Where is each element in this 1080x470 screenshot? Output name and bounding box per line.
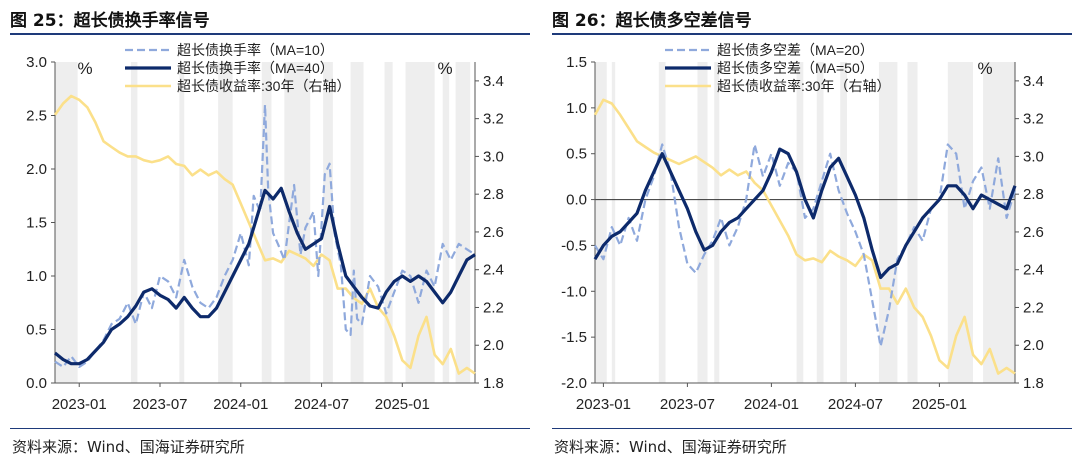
x-tick-label: 2025-01 xyxy=(912,396,967,413)
turnover-signal-chart: 0.0 0.5 1.0 1.5 2.0 2.5 3.0 1.8 2.0 2.2 2.4 2.6 2.8 3… xyxy=(26,42,504,413)
y2-tick-label: 3.4 xyxy=(1023,73,1044,90)
ma-long-line xyxy=(593,147,1017,280)
shaded-band xyxy=(697,62,708,383)
x-tick-label: 2023-07 xyxy=(132,396,187,413)
y-tick-label: 0.0 xyxy=(566,192,587,209)
x-tick-label: 2025-01 xyxy=(375,396,430,413)
y2-tick-label: 2.0 xyxy=(483,337,504,354)
legend: 超长债换手率（MA=10） 超长债换手率（MA=40） 超长债收益率:30年（右轴） xyxy=(125,42,350,94)
y-tick-label: 2.0 xyxy=(26,161,47,178)
shaded-band xyxy=(323,62,333,383)
y-tick-label: 1.0 xyxy=(566,100,587,117)
shaded-band xyxy=(179,62,185,383)
shaded-band xyxy=(878,62,898,383)
shaded-band xyxy=(130,62,138,383)
y-tick-label: 1.5 xyxy=(26,215,47,232)
y-tick-label: -1.0 xyxy=(561,283,587,300)
long-short-signal-chart: -2.0 -1.5 -1.0 -0.5 0.0 0.5 1.0 1.5 1.8 2.0 2.2 2.4… xyxy=(561,42,1044,413)
shaded-band xyxy=(840,62,847,383)
legend-label: 超长债多空差（MA=20） xyxy=(717,42,874,58)
shaded-band xyxy=(55,62,78,383)
ma-short-line xyxy=(594,143,1017,348)
y2-tick-label: 1.8 xyxy=(483,375,504,392)
y2-tick-label: 2.4 xyxy=(1023,262,1044,279)
shaded-band xyxy=(907,62,918,383)
right-unit-label: % xyxy=(977,59,992,78)
title-rule xyxy=(552,33,1072,35)
shaded-band xyxy=(595,62,607,383)
ma-short-line xyxy=(54,103,476,368)
y2-tick-label: 3.2 xyxy=(1023,111,1044,128)
legend: 超长债多空差（MA=20） 超长债多空差（MA=50） 超长债收益率:30年（右轴） xyxy=(665,42,890,94)
y-tick-label: 0.5 xyxy=(26,322,47,339)
y-tick-label: 0.5 xyxy=(566,146,587,163)
y2-tick-label: 1.8 xyxy=(1023,375,1044,392)
source-note: 资料来源：Wind、国海证券研究所 xyxy=(12,438,245,456)
shaded-band xyxy=(816,62,824,383)
y2-tick-label: 2.8 xyxy=(1023,186,1044,203)
shaded-band xyxy=(455,62,471,383)
shaded-band xyxy=(714,62,720,383)
shaded-band xyxy=(611,62,616,383)
shaded-band xyxy=(384,62,393,383)
left-unit-label: % xyxy=(77,59,92,78)
y2-tick-label: 3.0 xyxy=(483,148,504,165)
y2-tick-label: 3.4 xyxy=(483,73,504,90)
y-tick-label: -2.0 xyxy=(561,375,587,392)
shaded-band xyxy=(261,62,272,383)
y2-tick-label: 2.6 xyxy=(483,224,504,241)
y-tick-label: -1.5 xyxy=(561,329,587,346)
y2-tick-label: 2.2 xyxy=(483,299,504,316)
x-tick-label: 2024-01 xyxy=(744,396,799,413)
shaded-band xyxy=(983,62,1015,383)
shaded-band xyxy=(350,62,364,383)
legend-label: 超长债收益率:30年（右轴） xyxy=(717,78,890,94)
y-tick-label: 0.0 xyxy=(26,375,47,392)
source-rule xyxy=(552,428,1072,429)
shaded-band xyxy=(796,62,804,383)
y2-tick-label: 2.0 xyxy=(1023,337,1044,354)
y-tick-label: -0.5 xyxy=(561,237,587,254)
legend-label: 超长债换手率（MA=40） xyxy=(177,60,334,76)
figure-25-title: 图 25：超长债换手率信号 xyxy=(10,11,210,31)
x-tick-label: 2024-01 xyxy=(213,396,268,413)
y-tick-label: 3.0 xyxy=(26,54,47,71)
x-tick-label: 2023-01 xyxy=(576,396,631,413)
x-tick-label: 2023-07 xyxy=(660,396,715,413)
x-tick-label: 2024-07 xyxy=(294,396,349,413)
shaded-band xyxy=(658,62,666,383)
y2-tick-label: 3.2 xyxy=(483,111,504,128)
ma-long-line xyxy=(53,186,476,366)
y2-tick-label: 2.8 xyxy=(483,186,504,203)
x-tick-label: 2023-01 xyxy=(52,396,107,413)
y-tick-label: 1.5 xyxy=(566,54,587,71)
figure-26-title: 图 26：超长债多空差信号 xyxy=(552,11,752,31)
source-note: 资料来源：Wind、国海证券研究所 xyxy=(554,438,787,456)
title-rule xyxy=(10,33,530,35)
shaded-band xyxy=(442,62,450,383)
legend-label: 超长债换手率（MA=10） xyxy=(177,42,334,58)
yield-line xyxy=(53,94,476,375)
source-rule xyxy=(10,428,530,429)
y2-tick-label: 2.2 xyxy=(1023,299,1044,316)
y-tick-label: 2.5 xyxy=(26,108,47,125)
legend-label: 超长债多空差（MA=50） xyxy=(717,60,874,76)
x-tick-label: 2024-07 xyxy=(828,396,883,413)
y-tick-label: 1.0 xyxy=(26,268,47,285)
right-unit-label: % xyxy=(437,59,452,78)
y2-tick-label: 2.6 xyxy=(1023,224,1044,241)
shaded-band xyxy=(218,62,233,383)
y2-tick-label: 2.4 xyxy=(483,262,504,279)
legend-label: 超长债收益率:30年（右轴） xyxy=(177,78,350,94)
y2-tick-label: 3.0 xyxy=(1023,148,1044,165)
